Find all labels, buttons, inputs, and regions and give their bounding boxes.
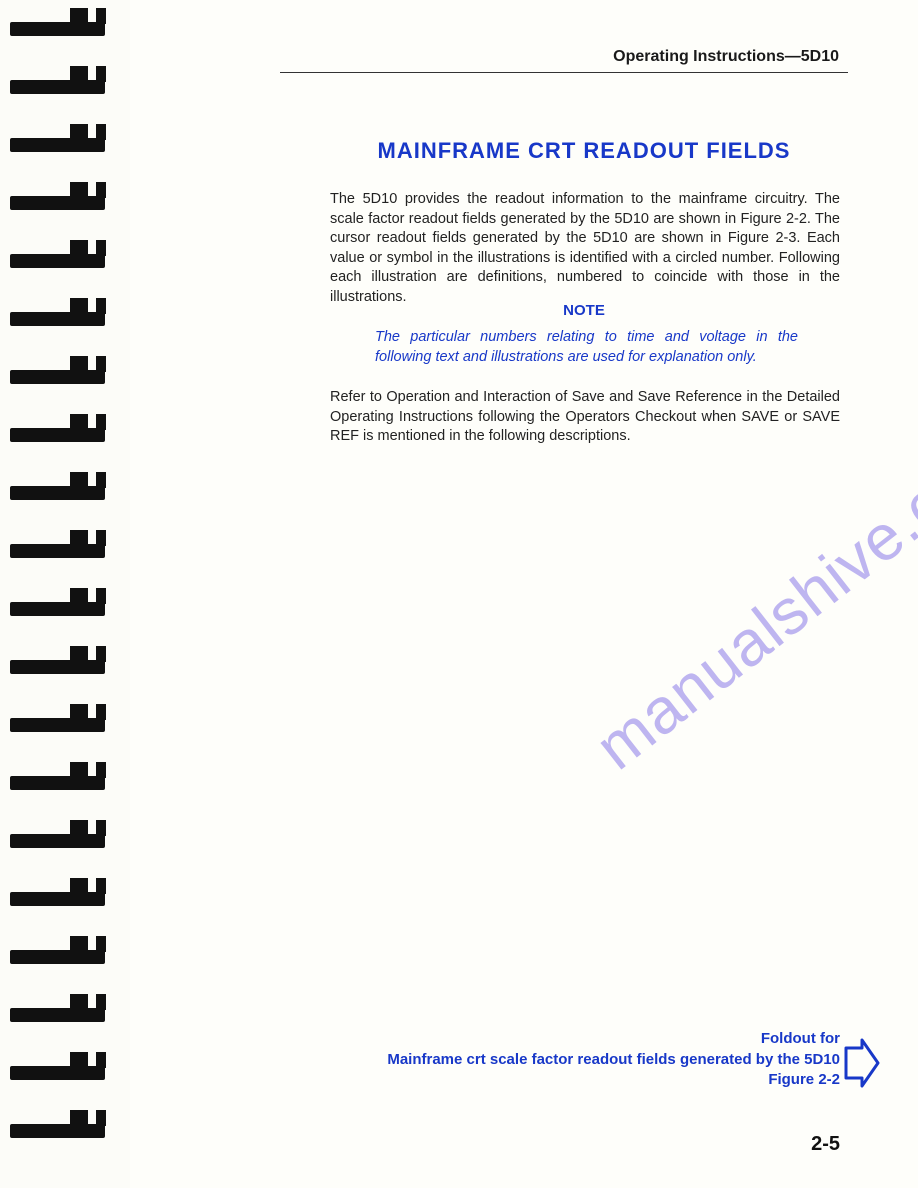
spiral-ring <box>0 182 120 222</box>
foldout-line-2: Mainframe crt scale factor readout field… <box>387 1050 840 1070</box>
spiral-ring <box>0 994 120 1034</box>
spiral-ring <box>0 878 120 918</box>
note-heading: NOTE <box>330 302 838 319</box>
foldout-caption: Foldout for Mainframe crt scale factor r… <box>387 1029 840 1090</box>
spiral-ring <box>0 936 120 976</box>
foldout-arrow-icon <box>844 1038 880 1088</box>
spiral-ring <box>0 298 120 338</box>
spiral-ring <box>0 414 120 454</box>
spiral-ring <box>0 704 120 744</box>
watermark-text: manualshive.com <box>582 410 918 784</box>
spiral-ring <box>0 530 120 570</box>
header-rule <box>280 72 848 73</box>
foldout-line-1: Foldout for <box>387 1029 840 1049</box>
page-title: MAINFRAME CRT READOUT FIELDS <box>330 138 838 164</box>
page-number: 2-5 <box>811 1133 840 1156</box>
note-body: The particular numbers relating to time … <box>375 328 798 367</box>
spiral-ring <box>0 1110 120 1150</box>
running-header: Operating Instructions—5D10 <box>609 48 843 66</box>
spiral-ring <box>0 646 120 686</box>
spiral-ring <box>0 240 120 280</box>
spiral-ring <box>0 588 120 628</box>
spiral-ring <box>0 762 120 802</box>
spiral-ring <box>0 820 120 860</box>
spiral-ring <box>0 472 120 512</box>
intro-paragraph: The 5D10 provides the readout informatio… <box>330 190 840 307</box>
reference-paragraph: Refer to Operation and Interaction of Sa… <box>330 388 840 447</box>
spiral-binding <box>0 0 120 1188</box>
page-area: Operating Instructions—5D10 MAINFRAME CR… <box>130 0 918 1188</box>
spiral-ring <box>0 1052 120 1092</box>
spiral-ring <box>0 8 120 48</box>
foldout-line-3: Figure 2-2 <box>387 1070 840 1090</box>
spiral-ring <box>0 124 120 164</box>
spiral-ring <box>0 356 120 396</box>
spiral-ring <box>0 66 120 106</box>
